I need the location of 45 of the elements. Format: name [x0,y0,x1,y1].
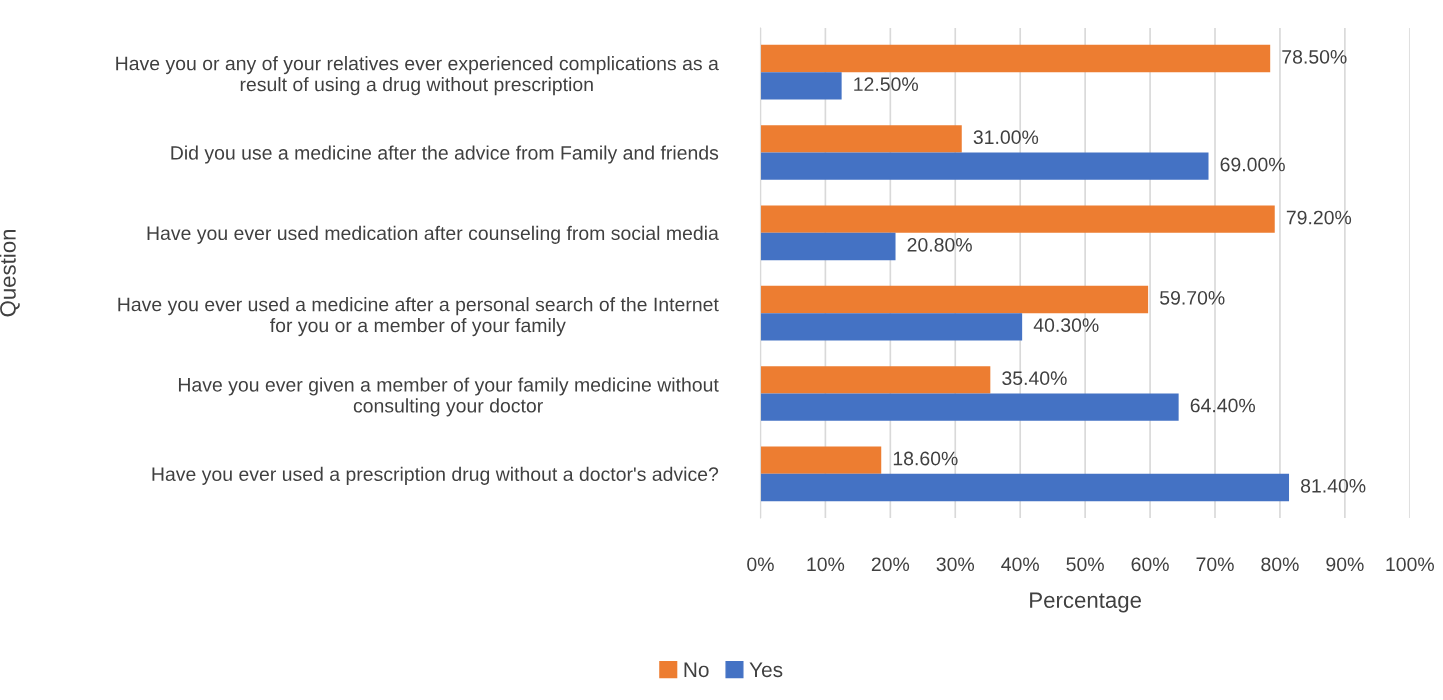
y-tick-label: Have you ever used medication after counseling from social media [147,225,719,244]
bar [760,473,1290,502]
data-label: 78.50% [1282,49,1347,64]
x-axis-title: Percentage [1030,592,1141,613]
x-tick-label: 80% [1261,557,1299,572]
bar [760,313,1023,341]
bar [760,446,882,474]
bar [760,232,896,261]
bar [760,205,1275,233]
data-label: 31.00% [973,130,1039,145]
legend-label: Yes [749,662,783,678]
data-label: 64.40% [1190,398,1256,413]
y-tick-label: Have you or any of your relatives ever experienced complications as a result of using a drug without prescription [116,56,719,96]
data-label: 40.30% [1033,318,1099,333]
x-tick-label: 20% [871,557,910,572]
bar [760,366,991,394]
y-axis-title: Question [0,229,20,317]
bar [760,285,1149,314]
bar [760,44,1271,73]
x-tick-label: 70% [1196,557,1234,572]
x-tick-label: 0% [747,557,774,572]
bar [760,152,1209,180]
y-tick-label: Did you use a medicine after the advice from Family and friends [171,145,719,164]
bar [760,72,842,100]
y-tick-label: Have you ever used a medicine after a personal search of the Internet for you or a member of your family [118,297,719,337]
x-tick-label: 50% [1066,557,1104,572]
data-label: 18.60% [893,451,958,466]
legend-label: No [684,662,709,678]
data-label: 20.80% [907,237,972,252]
x-tick-label: 60% [1131,557,1169,572]
x-tick-label: 90% [1326,557,1364,572]
x-tick-label: 30% [936,557,975,572]
data-label: 59.70% [1160,290,1225,305]
x-tick-label: 100% [1386,557,1434,572]
x-tick-label: 40% [1001,557,1039,572]
x-tick-label: 10% [807,557,845,572]
bar [760,393,1179,421]
y-tick-label: Have you ever given a member of your family medicine without consulting your doctor [178,377,719,417]
data-label: 69.00% [1220,157,1285,172]
bar [760,125,962,153]
data-label: 81.40% [1300,478,1366,493]
y-tick-label: Have you ever used a prescription drug without a doctor's advice? [152,466,719,485]
data-label: 35.40% [1002,371,1067,386]
data-label: 12.50% [854,77,918,92]
data-label: 79.20% [1286,210,1352,225]
